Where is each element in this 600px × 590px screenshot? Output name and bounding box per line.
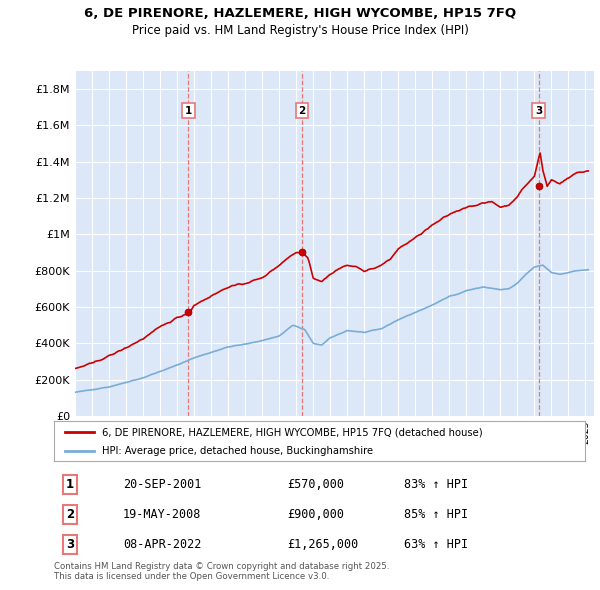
- Text: 63% ↑ HPI: 63% ↑ HPI: [404, 538, 469, 551]
- Text: 1: 1: [185, 106, 192, 116]
- Text: £570,000: £570,000: [287, 478, 344, 491]
- Text: 6, DE PIRENORE, HAZLEMERE, HIGH WYCOMBE, HP15 7FQ (detached house): 6, DE PIRENORE, HAZLEMERE, HIGH WYCOMBE,…: [102, 427, 482, 437]
- Text: Contains HM Land Registry data © Crown copyright and database right 2025.
This d: Contains HM Land Registry data © Crown c…: [54, 562, 389, 581]
- Text: 6, DE PIRENORE, HAZLEMERE, HIGH WYCOMBE, HP15 7FQ: 6, DE PIRENORE, HAZLEMERE, HIGH WYCOMBE,…: [84, 7, 516, 20]
- Text: 20-SEP-2001: 20-SEP-2001: [123, 478, 202, 491]
- Text: £1,265,000: £1,265,000: [287, 538, 359, 551]
- Text: 08-APR-2022: 08-APR-2022: [123, 538, 202, 551]
- Text: 3: 3: [66, 538, 74, 551]
- Text: 83% ↑ HPI: 83% ↑ HPI: [404, 478, 469, 491]
- Text: 2: 2: [66, 508, 74, 521]
- Text: 2: 2: [298, 106, 305, 116]
- Text: 19-MAY-2008: 19-MAY-2008: [123, 508, 202, 521]
- Text: 1: 1: [66, 478, 74, 491]
- Text: 3: 3: [535, 106, 542, 116]
- Text: £900,000: £900,000: [287, 508, 344, 521]
- Text: HPI: Average price, detached house, Buckinghamshire: HPI: Average price, detached house, Buck…: [102, 447, 373, 456]
- Text: Price paid vs. HM Land Registry's House Price Index (HPI): Price paid vs. HM Land Registry's House …: [131, 24, 469, 37]
- Text: 85% ↑ HPI: 85% ↑ HPI: [404, 508, 469, 521]
